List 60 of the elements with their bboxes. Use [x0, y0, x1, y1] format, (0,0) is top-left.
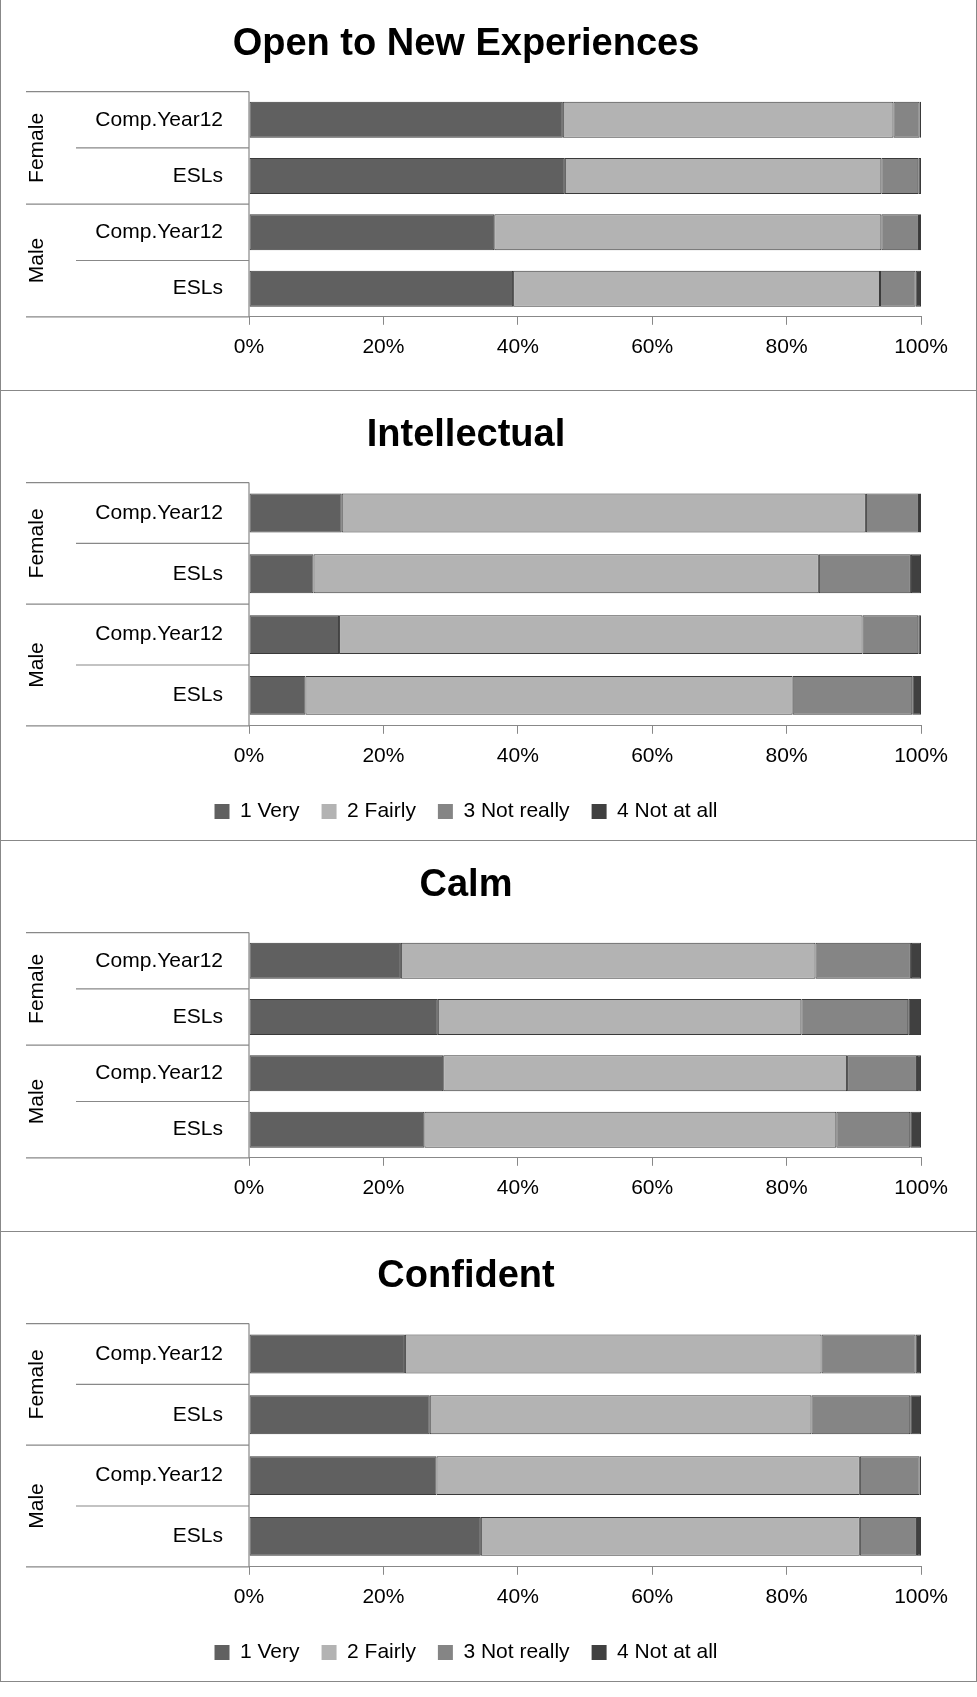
x-tick-label: 40%: [496, 1584, 539, 1608]
chart-title: Calm: [419, 862, 513, 905]
x-tick-label: 0%: [233, 743, 265, 767]
text: Male: [23, 642, 47, 688]
text: Male: [23, 237, 47, 284]
y-tick-label: ESLs: [172, 682, 223, 706]
x-tick-label: 0%: [233, 1584, 265, 1608]
x-tick-label: 100%: [894, 743, 948, 767]
x-tick-label: 0%: [233, 1175, 265, 1199]
x-tick-label: 60%: [631, 1584, 674, 1608]
legend-label: 2 Fairly: [347, 1639, 417, 1663]
x-tick-label: 20%: [362, 743, 405, 767]
x-tick-label: 80%: [765, 1584, 808, 1608]
y-tick-label: ESLs: [172, 1003, 223, 1027]
legend-label: 1 Very: [240, 798, 301, 822]
y-tick-label: ESLs: [172, 1523, 223, 1547]
y-tick-label: ESLs: [172, 1401, 223, 1425]
legend-label: 4 Not at all: [617, 1639, 718, 1663]
y-tick-label: Comp.Year12: [95, 1340, 223, 1364]
x-tick-label: 60%: [631, 334, 674, 358]
x-tick-label: 80%: [765, 743, 808, 767]
text: Female: [23, 508, 47, 579]
x-tick-label: 100%: [894, 1584, 948, 1608]
text: Male: [23, 1078, 47, 1125]
y-tick-label: ESLs: [172, 560, 223, 584]
x-tick-label: 0%: [233, 334, 265, 358]
x-tick-label: 40%: [496, 1175, 539, 1199]
legend-label: 4 Not at all: [617, 798, 718, 822]
y-tick-label: Comp.Year12: [95, 1060, 223, 1084]
x-tick-label: 60%: [631, 1175, 674, 1199]
chart-title: Confident: [377, 1253, 555, 1296]
text: Male: [23, 1483, 47, 1529]
y-tick-label: Comp.Year12: [95, 621, 223, 645]
x-tick-label: 20%: [362, 1584, 405, 1608]
y-tick-label: Comp.Year12: [95, 106, 223, 130]
x-tick-label: 20%: [362, 1175, 405, 1199]
text: Female: [23, 1349, 47, 1420]
chart-title: Intellectual: [366, 412, 566, 455]
y-tick-label: ESLs: [172, 275, 223, 299]
text: Female: [23, 112, 47, 183]
legend-label: 2 Fairly: [347, 798, 417, 822]
x-tick-label: 40%: [496, 334, 539, 358]
x-tick-label: 20%: [362, 334, 405, 358]
x-tick-label: 40%: [496, 743, 539, 767]
y-tick-label: ESLs: [172, 162, 223, 186]
x-tick-label: 80%: [765, 334, 808, 358]
y-tick-label: Comp.Year12: [95, 219, 223, 243]
y-tick-label: ESLs: [172, 1116, 223, 1140]
legend-label: 3 Not really: [463, 1639, 571, 1663]
legend-label: 3 Not really: [463, 798, 571, 822]
text: Female: [23, 953, 47, 1024]
y-tick-label: Comp.Year12: [95, 947, 223, 971]
y-tick-label: Comp.Year12: [95, 1462, 223, 1486]
x-tick-label: 100%: [894, 334, 948, 358]
legend-label: 1 Very: [240, 1639, 301, 1663]
x-tick-label: 60%: [631, 743, 674, 767]
x-tick-label: 80%: [765, 1175, 808, 1199]
y-tick-label: Comp.Year12: [95, 499, 223, 523]
x-tick-label: 100%: [894, 1175, 948, 1199]
chart-title: Open to New Experiences: [232, 21, 700, 64]
